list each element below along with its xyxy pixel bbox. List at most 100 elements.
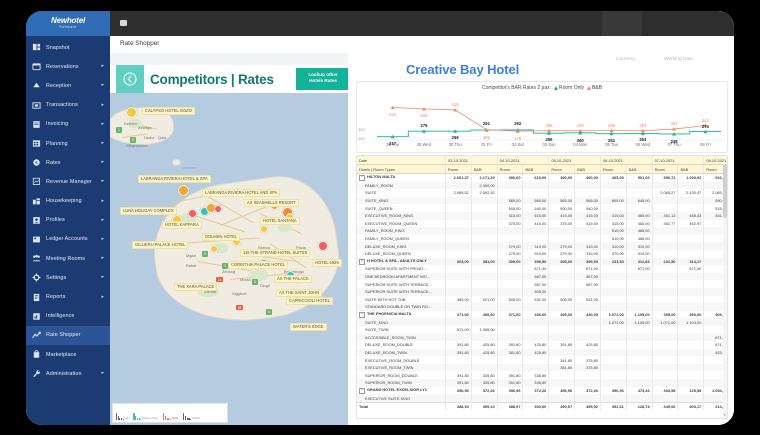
map-hotel-label[interactable]: DOLMEN HOTEL <box>202 233 241 241</box>
table-row[interactable]: SUPERIOR SUITE WITH PRIVAT... 671,00 671,0… <box>357 265 727 273</box>
back-arrow-icon[interactable] <box>116 65 144 93</box>
table-header-date-col[interactable]: 05-10-2021 <box>548 156 601 165</box>
table-header-date-col[interactable]: 06-10-2021 <box>600 156 653 165</box>
map-hotel-label[interactable]: HOTEL KAPPARA <box>162 221 202 229</box>
sidebar-item-rates[interactable]: € Rates ▸ <box>26 153 110 172</box>
sidebar-item-rate-shopper[interactable]: Rate Shopper <box>26 325 110 345</box>
table-row[interactable]: ACCESSIBLE_ROOM_TWIN 671,80 <box>357 333 727 342</box>
sidebar-item-profiles[interactable]: Profiles ▸ <box>26 211 110 230</box>
table-row[interactable]: EXECUTIVE_ROOM_QUEEN 375,00 415,00 375,00 41… <box>357 219 727 228</box>
map-hotel-label[interactable]: AX THE PALACE <box>274 275 312 283</box>
table-header-room[interactable]: Room <box>548 164 576 174</box>
table-header-date-col[interactable]: 04-10-2021 <box>497 156 550 165</box>
map-hotel-label[interactable]: AX SEASHELLS RESORT <box>244 199 299 207</box>
map-hotel-label[interactable]: LABRANDA RIVIERA HOTEL AND SPA <box>202 189 281 197</box>
map-hotel-label[interactable]: THE XARA PALACE <box>174 283 218 291</box>
table-row[interactable]: EXECUTIVE_ROOM_DOUBLE 341,80 375,80 <box>357 356 727 364</box>
map-hotel-pin[interactable] <box>178 185 189 196</box>
map-hotel-pin[interactable] <box>260 225 268 233</box>
table-header-room[interactable]: Room <box>445 164 472 174</box>
map-hotel-label[interactable]: LABRANDA RIVIERA HOTEL & SPA <box>138 175 211 183</box>
hamburger-icon[interactable] <box>120 20 127 26</box>
table-header-room[interactable]: Room <box>703 164 727 174</box>
table-row[interactable]: SUPERIOR_ROOM_TWIN 391,80 335,80 391,80 335,… <box>357 379 727 387</box>
table-row[interactable]: ONE BEDROOM APARTMENT WIT... 587,00 587,00 <box>357 272 727 281</box>
table-header-bb[interactable]: B&B <box>522 164 550 174</box>
table-row[interactable]: FAMILY_ROOM_QUEEN 510,00 465,00 <box>357 234 727 243</box>
table-row[interactable]: − GRAND HOTEL EXCELSIOR LY1 356,96 372,26 35… <box>357 386 727 395</box>
sidebar-item-planning[interactable]: Planning ▸ <box>26 134 110 153</box>
sidebar-item-reports[interactable]: Reports ▸ <box>26 287 110 306</box>
table-header-bb[interactable]: B&B <box>574 164 601 174</box>
expander-icon[interactable]: − <box>359 311 365 318</box>
table-header-bb[interactable]: B&B <box>471 164 498 174</box>
sidebar-item-housekeeping[interactable]: Housekeeping ▸ <box>26 192 110 211</box>
map-hotel-label[interactable]: AX THE SAINT JOHN <box>276 289 323 297</box>
table-row[interactable]: SUITE_KING 565,00 565,00 565,00 565,00 605,00… <box>357 196 727 205</box>
table-row[interactable]: SUITE_QUEEN 500,00 540,00 500,00 540,00 515,4… <box>357 204 727 212</box>
sidebar-item-meeting-rooms[interactable]: Meeting Rooms ▸ <box>26 249 110 268</box>
map-hotel-label[interactable]: CALYPSO HOTEL GOZO <box>142 107 195 115</box>
vertical-scrollbar[interactable] <box>722 164 727 418</box>
table-header-room[interactable]: Room <box>600 164 627 174</box>
sidebar-item-invoicing[interactable]: Invoicing ▸ <box>26 115 110 134</box>
sidebar-item-reservations[interactable]: Reservations ▸ <box>26 57 110 76</box>
sidebar-item-transactions[interactable]: Transactions ▸ <box>26 96 110 115</box>
table-row[interactable]: − THE PHOENICIA MALTA 371,60 406,60 371,60 40… <box>357 310 727 319</box>
competitors-map[interactable]: Kerċem Xewkija Nadur Qala Għajnsielem Mġarr Ra… <box>110 93 348 425</box>
table-header-date[interactable]: Date <box>357 156 446 165</box>
table-row[interactable]: SUITE_KING 1.072,00 1.105,00 1.071,00 1.104,… <box>357 318 727 326</box>
table-row[interactable]: FAMILY_ROOM 2.350,00 <box>357 181 727 190</box>
map-hotel-label[interactable]: GILLIERU PALACE HOTEL <box>132 241 189 249</box>
sidebar-item-intelligence[interactable]: Intelligence <box>26 307 110 326</box>
table-header-date-col[interactable]: 03-10-2021 <box>445 156 498 165</box>
table-row[interactable]: DELUXE_ROOM_DOUBLE 391,80 425,80 391,80 425,… <box>357 341 727 349</box>
table-row[interactable]: DELUXE_ROOM_KING 279,00 319,00 279,00 319,00… <box>357 242 727 250</box>
map-hotel-label[interactable]: HOTEL 1926 <box>312 259 342 267</box>
sidebar-item-ledger-accounts[interactable]: Ledger Accounts ▸ <box>26 230 110 249</box>
scroll-down-arrow[interactable]: ▼ <box>723 413 727 417</box>
table-row[interactable]: EXECUTIVE_ROOM_TWIN 381,80 375,80 <box>357 363 727 372</box>
sidebar-item-revenue-manager[interactable]: Revenue Manager ▸ <box>26 172 110 191</box>
working-date-link[interactable]: Working Date <box>664 57 693 62</box>
map-hotel-label[interactable]: CORINTHIA PALACE HOTEL <box>228 261 289 269</box>
sidebar-item-snapshot[interactable]: Snapshot <box>26 38 110 57</box>
table-header-bb[interactable]: B&B <box>677 164 705 174</box>
currency-link[interactable]: Currency <box>616 57 636 62</box>
table-row[interactable]: STANDARD DOUBLE OR TWIN RO... <box>357 303 727 311</box>
map-hotel-pin[interactable] <box>210 245 218 253</box>
table-row[interactable]: DELUXE_ROOM_QUEEN 279,00 319,00 279,00 319,0… <box>357 249 727 258</box>
map-hotel-pin[interactable] <box>126 107 137 118</box>
map-hotel-pin[interactable] <box>318 241 328 251</box>
table-row[interactable]: DELUXE_ROOM_TWIN 391,80 425,80 381,80 425,80… <box>357 348 727 357</box>
table-header-bb[interactable]: B&B <box>626 164 653 174</box>
table-header-room[interactable]: Room <box>652 164 679 174</box>
table-row[interactable]: SUPERIOR SUITE WITH TERRACE... 587,00 587,… <box>357 280 727 288</box>
map-hotel-label[interactable]: HOTEL SANTANA <box>260 217 300 225</box>
map-hotel-label[interactable]: 115 THE STRAND HOTEL SUITES <box>240 249 311 257</box>
table-header-date-col[interactable]: 08-10-2021 <box>703 156 727 165</box>
table-row[interactable]: FAMILY_ROOM_KING 510,00 465,00 <box>357 227 727 235</box>
sidebar-item-reception[interactable]: Reception ▸ <box>26 76 110 95</box>
table-header-room[interactable]: Room <box>497 164 524 174</box>
table-row[interactable]: − H HOTEL & SPA - ADULTS ONLY 303,00 381,00… <box>357 257 727 266</box>
expander-icon[interactable]: − <box>359 175 365 182</box>
table-row[interactable]: EXECUTIVE SUITE KING <box>357 394 727 403</box>
table-row[interactable]: SUITE 2.065,52 2.092,52 2.065,27 2.130,47 2.0… <box>357 189 727 197</box>
map-hotel-pin[interactable] <box>214 205 222 213</box>
sidebar-item-settings[interactable]: Settings ▸ <box>26 268 110 287</box>
table-row[interactable]: SUITE_TWIN 671,00 1.085,00 <box>357 325 727 334</box>
table-row[interactable]: − HILTON MALTA 2.061,37 2.171,20 390,00 610,0… <box>357 173 727 182</box>
sidebar-item-administration[interactable]: Administration ▸ <box>26 364 110 383</box>
table-header-date-col[interactable]: 07-10-2021 <box>652 156 705 165</box>
map-hotel-label[interactable]: WATER'S EDGE <box>290 323 327 331</box>
map-hotel-label[interactable]: CAPRICCIOLI HOTEL <box>286 297 333 305</box>
sidebar-item-marketplace[interactable]: Marketplace <box>26 345 110 364</box>
table-row[interactable]: Total 388,93 395,13 388,97 393,60 390,57 395,9… <box>357 401 727 411</box>
map-hotel-label[interactable]: LUNA HOLIDAY COMPLEX <box>120 207 177 215</box>
table-row[interactable]: SUPERIOR_ROOM_DOUBLE 391,80 335,80 391,80 33… <box>357 371 727 380</box>
expander-icon[interactable]: − <box>359 387 365 394</box>
table-row[interactable]: EXECUTIVE_ROOM_KING 415,00 615,00 415,00 415… <box>357 211 727 220</box>
expander-icon[interactable]: − <box>359 258 365 265</box>
table-header-hotels[interactable]: Hotels | Room Types <box>357 164 446 174</box>
